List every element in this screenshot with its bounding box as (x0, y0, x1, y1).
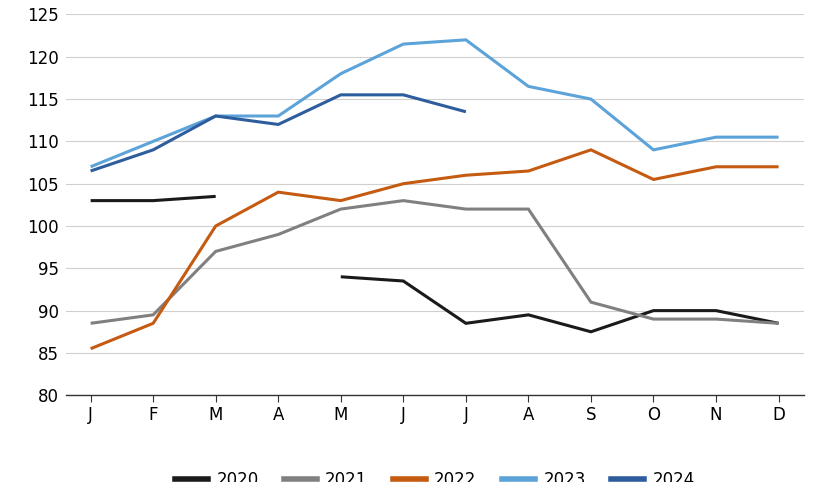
2021 (398, 198, 408, 203)
2022 (86, 346, 96, 351)
2020 (710, 308, 720, 313)
2021 (586, 299, 595, 305)
2020 (336, 274, 346, 280)
2020 (586, 329, 595, 335)
2020 (398, 278, 408, 284)
2022 (523, 168, 532, 174)
2022 (648, 176, 658, 182)
2023 (523, 83, 532, 89)
2022 (273, 189, 283, 195)
Line: 2020: 2020 (91, 196, 215, 201)
2023 (586, 96, 595, 102)
2023 (648, 147, 658, 153)
2021 (648, 316, 658, 322)
Legend: 2020, 2021, 2022, 2023, 2024: 2020, 2021, 2022, 2023, 2024 (168, 465, 700, 482)
Line: 2021: 2021 (91, 201, 777, 323)
2021 (710, 316, 720, 322)
2020 (460, 321, 470, 326)
2021 (523, 206, 532, 212)
2022 (210, 223, 220, 229)
2022 (148, 321, 158, 326)
2022 (336, 198, 346, 203)
2022 (398, 181, 408, 187)
2023 (273, 113, 283, 119)
2024 (86, 168, 96, 174)
2021 (460, 206, 470, 212)
Line: 2024: 2024 (91, 95, 465, 171)
2024 (460, 109, 470, 115)
2020 (648, 308, 658, 313)
2022 (586, 147, 595, 153)
2023 (148, 138, 158, 144)
2023 (398, 41, 408, 47)
2020 (523, 312, 532, 318)
2024 (210, 113, 220, 119)
2023 (336, 71, 346, 77)
2024 (336, 92, 346, 98)
2023 (460, 37, 470, 43)
Line: 2022: 2022 (91, 150, 777, 348)
2021 (273, 231, 283, 237)
2020 (148, 198, 158, 203)
Line: 2023: 2023 (91, 40, 777, 167)
2024 (148, 147, 158, 153)
2023 (210, 113, 220, 119)
2022 (772, 164, 782, 170)
2020 (772, 321, 782, 326)
2021 (772, 321, 782, 326)
2023 (710, 134, 720, 140)
2020 (86, 198, 96, 203)
2023 (772, 134, 782, 140)
2022 (460, 173, 470, 178)
2021 (148, 312, 158, 318)
2021 (336, 206, 346, 212)
2020 (210, 193, 220, 199)
2024 (398, 92, 408, 98)
2024 (273, 121, 283, 127)
2023 (86, 164, 96, 170)
2021 (86, 321, 96, 326)
2021 (210, 249, 220, 254)
2022 (710, 164, 720, 170)
Line: 2020: 2020 (341, 277, 777, 332)
